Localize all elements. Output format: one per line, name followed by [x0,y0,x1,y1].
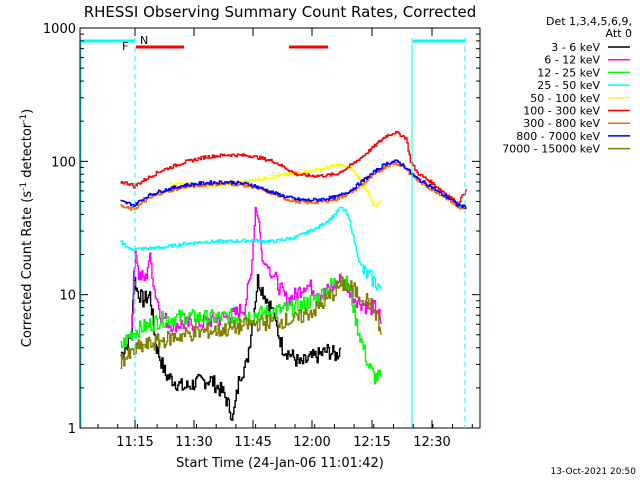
x-tick-label-5: 12:30 [413,435,450,450]
legend-label-6: 300 - 800 keV [523,117,600,130]
x-tick-label-1: 11:30 [175,435,212,450]
y-tick-label-1: 10 [59,289,76,304]
x-tick-label-0: 11:15 [116,435,153,450]
series-3 [120,206,382,291]
y-axis: 1 10 100 1000 [43,22,480,437]
series-8 [120,276,382,370]
y-label-end: ) [20,109,35,114]
legend-label-1: 6 - 12 keV [544,54,600,67]
legend-label-0: 3 - 6 keV [551,41,600,54]
y-label-sup1: -1 [19,182,29,191]
x-tick-label-2: 11:45 [234,435,271,450]
y-label-mid: detector [20,122,35,182]
series-0 [120,270,342,421]
legend-label-5: 100 - 300 keV [523,105,600,118]
flag-f-label: F [122,40,128,53]
x-axis-label: Start Time (24-Jan-06 11:01:42) [176,456,384,471]
series-6 [120,162,467,211]
y-label-sup2: -1 [19,114,29,123]
y-tick-label-2: 100 [51,155,76,170]
flag-n-label: N [140,34,148,47]
series-layer [120,130,468,421]
y-label-main: Corrected Count Rate (s [20,191,35,348]
series-5 [120,130,468,206]
flag-layer: F N [122,34,148,53]
y-tick-label-0: 1 [68,422,76,437]
legend-label-4: 50 - 100 keV [530,92,600,105]
series-1 [131,206,382,333]
series-7 [120,159,467,210]
timestamp: 13-Oct-2021 20:50 [551,467,637,477]
x-tick-label-3: 12:00 [293,435,330,450]
x-axis: 11:15 11:30 11:45 12:00 12:15 12:30 [97,28,473,450]
y-tick-label-3: 1000 [43,22,76,37]
plot-frame [79,27,481,429]
chart-title: RHESSI Observing Summary Count Rates, Co… [84,3,477,21]
legend-header-2: Att 0 [606,27,632,40]
legend-label-7: 800 - 7000 keV [516,130,600,143]
legend-label-8: 7000 - 15000 keV [502,143,600,156]
legend-header-1: Det 1,3,4,5,6,9, [546,15,632,28]
legend-label-2: 12 - 25 keV [537,66,600,79]
x-tick-label-4: 12:15 [353,435,390,450]
series-2 [120,275,382,385]
y-axis-label: Corrected Count Rate (s-1 detector-1) [19,109,35,347]
marker-layer [80,38,466,428]
legend-label-3: 25 - 50 keV [537,79,600,92]
